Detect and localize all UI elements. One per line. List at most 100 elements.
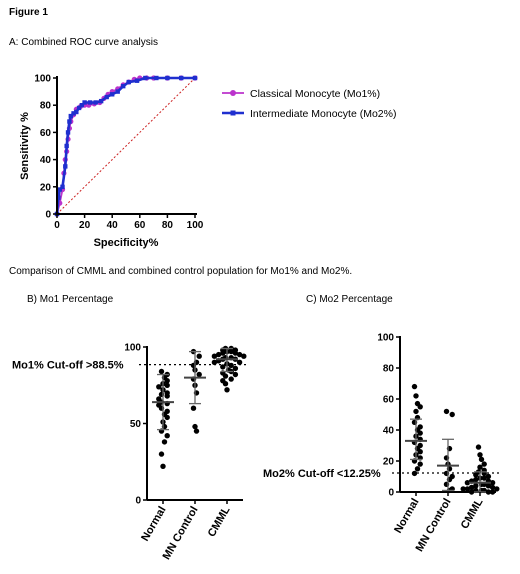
mo1-point-cmml xyxy=(222,373,229,379)
roc-point-mo2 xyxy=(82,100,87,105)
panel-b-title: B) Mo1 Percentage xyxy=(27,294,114,305)
mo2-point-normal xyxy=(417,449,423,455)
mo1-point-cmml xyxy=(220,364,226,370)
mo1-point-mn-control xyxy=(196,353,202,359)
mo2-point-normal xyxy=(413,393,419,399)
panel-a-title: A: Combined ROC curve analysis xyxy=(9,37,158,48)
mo1-y-tick-label: 0 xyxy=(135,496,141,507)
mo1-point-cmml xyxy=(224,387,230,393)
roc-y-axis-label: Sensitivity % xyxy=(19,112,31,180)
reference-diagonal-line xyxy=(56,77,196,215)
roc-point-mo2 xyxy=(74,109,79,115)
mo1-point-normal xyxy=(161,439,168,445)
mo1-point-cmml xyxy=(228,348,234,355)
legend-label-mo2: Intermediate Monocyte (Mo2%) xyxy=(250,108,396,120)
mo1-y-tick-label: 100 xyxy=(124,343,141,354)
mo1-point-cmml xyxy=(232,365,239,372)
mo1-point-normal xyxy=(164,382,170,388)
roc-point-mo2 xyxy=(98,98,104,104)
roc-y-tick-label: 60 xyxy=(40,128,52,139)
roc-point-mo2 xyxy=(65,130,71,135)
panel-c-title: C) Mo2 Percentage xyxy=(306,294,393,305)
roc-point-mo2 xyxy=(87,100,93,105)
mo2-point-normal xyxy=(414,466,421,472)
roc-y-tick-label: 100 xyxy=(34,74,51,85)
roc-y-tick-label: 40 xyxy=(40,155,52,166)
mo2-point-cmml xyxy=(473,472,479,478)
roc-line-mo2 xyxy=(55,76,195,215)
mo2-point-cmml xyxy=(481,475,487,481)
mo2-y-tick-label: 40 xyxy=(383,426,395,437)
roc-point-mo2 xyxy=(79,103,85,108)
roc-point-mo2 xyxy=(126,79,131,85)
mo2-point-cmml xyxy=(468,484,475,491)
roc-y-tick-label: 80 xyxy=(40,101,52,112)
roc-point-mo2 xyxy=(154,75,159,81)
mo1-point-cmml xyxy=(228,362,234,369)
legend-marker-mo1 xyxy=(230,90,236,96)
mo1-point-cmml xyxy=(236,351,243,358)
mo1-point-mn-control xyxy=(190,405,197,411)
mo2-point-cmml xyxy=(477,464,483,470)
mo2-point-cmml xyxy=(485,473,492,480)
mo2-y-tick-label: 100 xyxy=(377,333,394,344)
roc-x-axis-label: Specificity% xyxy=(94,237,159,249)
roc-x-tick-label: 80 xyxy=(162,220,174,231)
mo2-category-label: Normal xyxy=(392,497,421,536)
roc-point-mo2 xyxy=(71,111,76,116)
mo1-point-cmml xyxy=(222,381,229,387)
mo1-point-cmml xyxy=(228,376,234,382)
comparison-caption: Comparison of CMML and combined control … xyxy=(9,266,353,277)
mo2-cutoff-label: Mo2% Cut-off <12.25% xyxy=(263,468,381,480)
legend-marker-mo2 xyxy=(230,110,236,116)
mo1-point-cmml xyxy=(241,353,247,359)
roc-point-mo2 xyxy=(110,92,115,97)
mo2-point-cmml xyxy=(460,486,466,492)
mo2-point-cmml xyxy=(468,489,475,495)
roc-x-tick-label: 0 xyxy=(54,220,60,231)
mo2-point-normal xyxy=(417,461,423,467)
mo1-y-tick-label: 50 xyxy=(130,419,142,430)
figure-title: Figure 1 xyxy=(9,7,48,18)
roc-point-mo2 xyxy=(115,89,120,94)
roc-point-mo2 xyxy=(56,195,61,200)
mo2-point-cmml xyxy=(464,480,471,486)
mo1-point-mn-control xyxy=(193,428,200,434)
mo2-point-mn-control xyxy=(449,411,455,418)
mo1-point-mn-control xyxy=(192,423,198,430)
mo2-y-tick-label: 80 xyxy=(383,364,395,375)
mo1-point-cmml xyxy=(220,350,226,356)
legend-label-mo1: Classical Monocyte (Mo1%) xyxy=(250,88,380,100)
roc-x-tick-label: 100 xyxy=(187,220,204,231)
roc-point-mo2 xyxy=(60,184,65,189)
mo2-point-normal xyxy=(411,470,418,477)
roc-y-tick-label: 0 xyxy=(45,210,51,221)
roc-point-mo2 xyxy=(57,187,62,192)
mo2-point-cmml xyxy=(494,486,500,492)
mo1-cutoff-label: Mo1% Cut-off >88.5% xyxy=(12,360,124,372)
mo2-point-cmml xyxy=(475,444,482,450)
roc-x-tick-label: 60 xyxy=(134,220,146,231)
mo1-point-mn-control xyxy=(196,371,202,378)
mo2-point-cmml xyxy=(473,476,479,483)
roc-point-mo2 xyxy=(76,105,82,111)
mo2-point-cmml xyxy=(489,480,496,486)
mo2-y-tick-label: 20 xyxy=(383,457,395,468)
mo1-point-normal xyxy=(160,463,166,469)
roc-point-mo2 xyxy=(68,113,73,119)
roc-x-tick-label: 20 xyxy=(79,220,91,231)
mo2-point-normal xyxy=(417,430,423,436)
mo1-point-cmml xyxy=(236,359,243,365)
mo2-point-normal xyxy=(413,408,419,415)
mo1-point-cmml xyxy=(232,350,239,356)
mo1-point-cmml xyxy=(211,359,218,365)
mo2-point-cmml xyxy=(485,483,492,489)
roc-point-mo2 xyxy=(93,100,98,105)
roc-y-tick-label: 20 xyxy=(40,182,52,193)
mo1-point-normal xyxy=(158,451,165,457)
mo2-point-cmml xyxy=(481,461,487,467)
roc-point-mo2 xyxy=(192,75,198,81)
